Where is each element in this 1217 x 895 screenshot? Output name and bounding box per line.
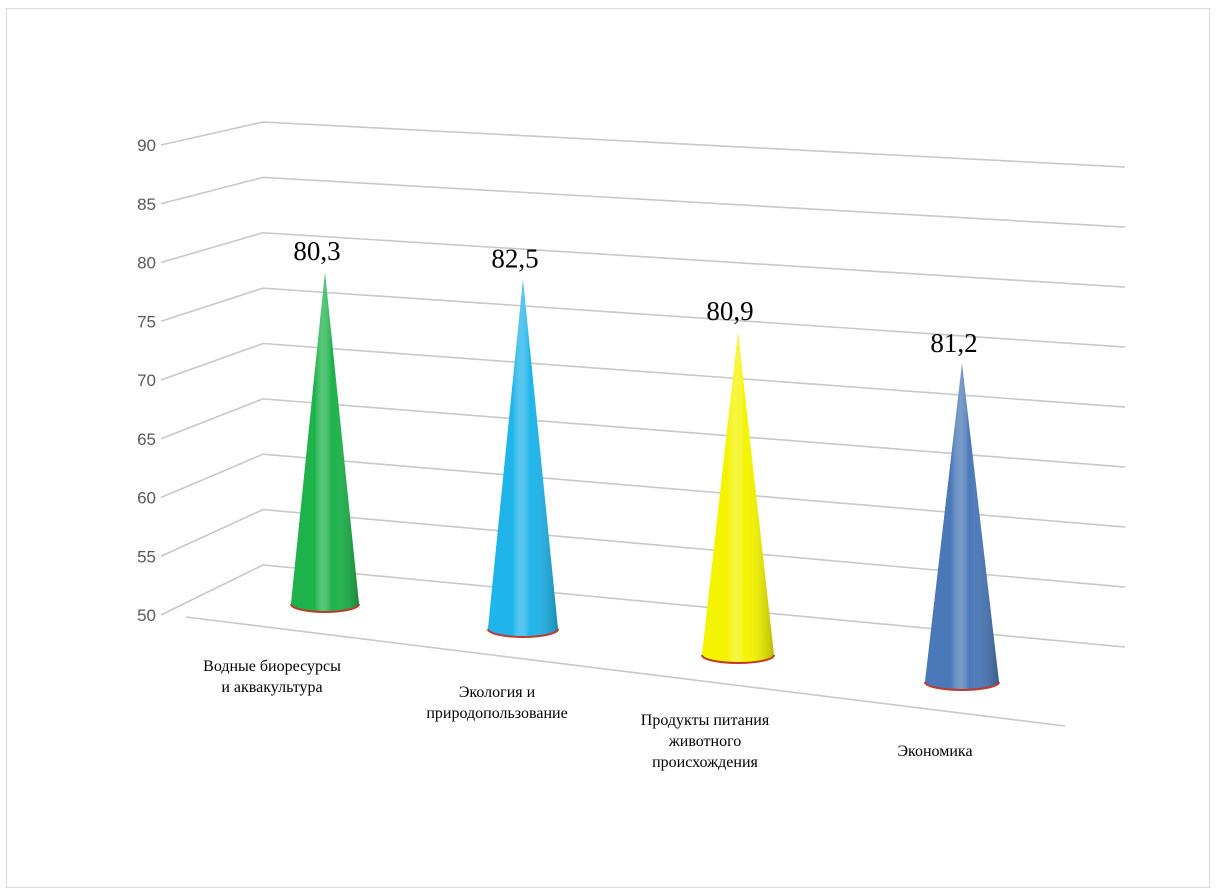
cone-shading (702, 332, 774, 663)
y-tick-label: 80 (137, 254, 156, 273)
cone-shading (925, 363, 999, 690)
gridline (160, 231, 1126, 288)
category-label-line: Продукты питания (641, 712, 770, 729)
gridline (160, 342, 1126, 408)
cone-base-rim (290, 603, 360, 613)
category-label: Продукты питания животного происхождения (641, 712, 770, 771)
gridlines (160, 121, 1126, 727)
y-tick-label: 85 (137, 195, 156, 214)
y-tick-label: 50 (137, 606, 156, 625)
category-label: Экология и природопользование (426, 684, 567, 722)
cone-base-rim (487, 628, 559, 638)
cone-shading (291, 272, 359, 612)
floor-edge (185, 616, 1066, 727)
cone-shading (488, 279, 558, 637)
gridline (160, 508, 1126, 588)
gridline (160, 287, 1126, 348)
y-tick-label: 65 (137, 430, 156, 449)
category-label-line: и аквакультура (221, 679, 322, 696)
category-label-line: животного (668, 733, 742, 750)
gridline (160, 564, 1126, 648)
category-label-line: Водные биоресурсы (203, 658, 341, 675)
category-label-line: природопользование (426, 705, 567, 722)
category-labels: Водные биоресурсы и аквакультура Экология … (203, 658, 972, 771)
cone-bar (924, 363, 1000, 691)
y-axis: 50 55 60 65 70 75 80 85 90 (137, 136, 156, 625)
data-label: 80,9 (706, 296, 753, 326)
y-tick-label: 70 (137, 371, 156, 390)
cone-base-rim (701, 654, 775, 664)
y-tick-label: 60 (137, 489, 156, 508)
gridline (160, 121, 1126, 168)
cone-bar (487, 279, 559, 638)
y-tick-label: 55 (137, 547, 156, 566)
y-tick-label: 90 (137, 136, 156, 155)
chart-area (6, 8, 1210, 888)
data-labels: 80,3 82,5 80,9 81,2 (293, 236, 977, 358)
category-label: Водные биоресурсы и аквакультура (203, 658, 341, 696)
data-label: 80,3 (293, 236, 340, 266)
gridline (160, 453, 1126, 528)
category-label-line: Экология и (459, 684, 536, 701)
y-tick-label: 75 (137, 312, 156, 331)
gridline (160, 398, 1126, 468)
cones (290, 272, 1000, 691)
cone-bar (290, 272, 360, 613)
cone-base-rim (924, 681, 1000, 691)
category-label-line: Экономика (897, 743, 972, 760)
data-label: 82,5 (491, 244, 538, 274)
category-label: Экономика (897, 743, 972, 760)
cone-bar (701, 332, 775, 664)
data-label: 81,2 (930, 328, 977, 358)
gridline (160, 176, 1126, 228)
category-label-line: происхождения (652, 754, 758, 771)
